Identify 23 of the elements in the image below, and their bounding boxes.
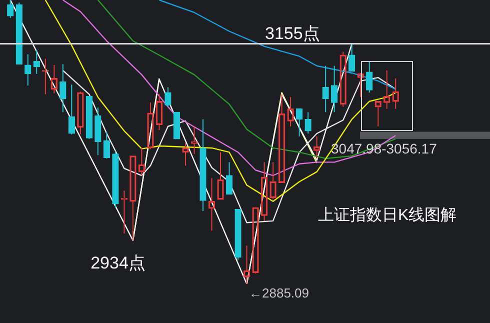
- candlestick: [366, 60, 373, 94]
- candlestick: [296, 108, 303, 137]
- candlestick: [348, 43, 356, 72]
- candlestick: [16, 2, 22, 65]
- candlestick: [94, 107, 102, 156]
- candlestick: [234, 208, 242, 261]
- candlestick: [322, 65, 329, 113]
- candlestick: [7, 0, 14, 18]
- candlestick: [331, 65, 338, 113]
- candlestick: [68, 84, 75, 135]
- candlestick: [112, 150, 119, 208]
- candlestick: [200, 118, 206, 212]
- candlestick: [33, 49, 40, 74]
- candlestick: [86, 96, 93, 140]
- candlestick: [103, 131, 110, 159]
- text: ←2885.09: [249, 286, 309, 301]
- candlestick: [226, 162, 233, 195]
- annotation: 2934点: [90, 254, 146, 273]
- text: 上证指数日K线图解: [318, 206, 457, 226]
- candlestick: [60, 64, 66, 113]
- candlestick: [304, 112, 312, 134]
- ref-line-label: 3155点: [265, 24, 320, 43]
- candlestick: [164, 86, 172, 108]
